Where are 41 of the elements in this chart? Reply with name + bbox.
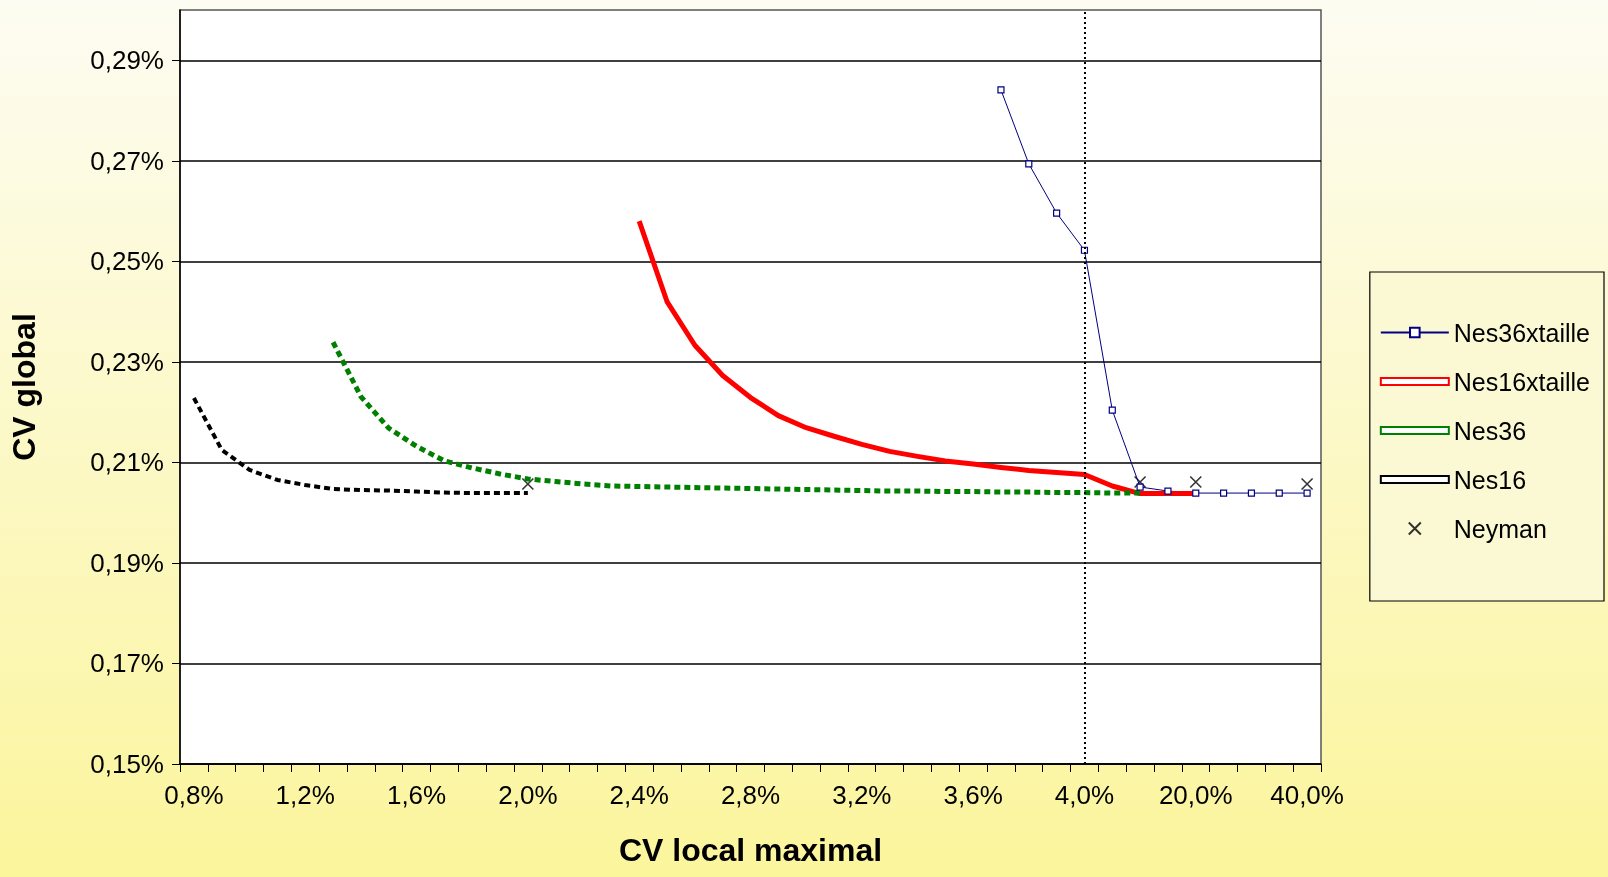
y-tick-label: 0,21% xyxy=(90,447,164,478)
y-tick-label: 0,19% xyxy=(90,547,164,578)
point xyxy=(1108,406,1116,414)
x-tick-label: 1,6% xyxy=(386,780,447,810)
x-tick-label: 2,8% xyxy=(720,780,781,810)
x-tick-label: 20,0% xyxy=(1158,780,1233,810)
y-tick-label: 0,17% xyxy=(90,648,164,679)
point xyxy=(1133,475,1147,489)
point xyxy=(997,86,1005,94)
y-tick-label: 0,15% xyxy=(90,749,164,779)
x-tick-label: 4,0% xyxy=(1054,780,1115,810)
legend-label: Neyman xyxy=(1453,514,1547,543)
point xyxy=(1189,475,1203,489)
point xyxy=(1164,487,1172,495)
y-tick-label: 0,23% xyxy=(90,346,164,377)
legend-label: Nes16xtaille xyxy=(1453,367,1591,396)
y-tick-label: 0,27% xyxy=(90,145,164,176)
point xyxy=(1136,483,1144,491)
x-tick-label: 0,8% xyxy=(164,780,224,810)
x-tick-label: 3,6% xyxy=(943,780,1003,810)
legend-label: Nes36xtaille xyxy=(1453,318,1591,347)
x-tick-label: 3,2% xyxy=(832,780,892,810)
point xyxy=(1192,489,1200,497)
x-tick-label: 2,0% xyxy=(498,780,558,810)
point xyxy=(1247,489,1256,497)
point xyxy=(1300,477,1314,491)
x-tick-label: 2,4% xyxy=(609,780,669,810)
x-tick-label: 40,0% xyxy=(1270,780,1344,810)
point xyxy=(1220,489,1228,497)
x-axis-title: CV local maximal xyxy=(618,832,883,868)
y-axis-title: CV global xyxy=(6,313,42,461)
point xyxy=(521,477,535,491)
legend-label: Nes36 xyxy=(1453,416,1527,445)
y-tick-label: 0,25% xyxy=(90,246,164,277)
point xyxy=(1303,489,1311,497)
legend-label: Nes16 xyxy=(1453,465,1527,494)
point xyxy=(1275,489,1283,497)
y-tick-label: 0,29% xyxy=(90,45,164,76)
x-tick-label: 1,2% xyxy=(275,780,335,810)
point xyxy=(1025,160,1033,168)
point xyxy=(1053,209,1061,217)
